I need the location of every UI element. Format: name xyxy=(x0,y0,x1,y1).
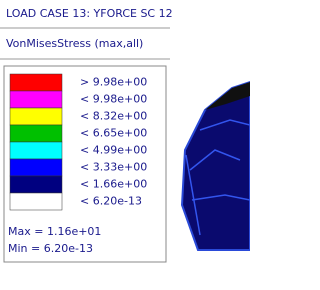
legend-label: < 9.98e+00 xyxy=(80,93,147,106)
legend-label: < 8.32e+00 xyxy=(80,110,147,123)
legend-swatch xyxy=(10,176,62,193)
subtitle: VonMisesStress (max,all) xyxy=(6,37,143,50)
min-label: Min = 6.20e-13 xyxy=(8,242,93,255)
legend-label: > 9.98e+00 xyxy=(80,76,147,89)
legend-label: < 4.99e+00 xyxy=(80,144,147,157)
legend-label: < 3.33e+00 xyxy=(80,161,147,174)
legend-label: < 6.20e-13 xyxy=(80,195,142,208)
legend-swatch xyxy=(10,159,62,176)
legend-swatch xyxy=(10,125,62,142)
viewport: LOAD CASE 13: YFORCE SC 12 VonMisesStres… xyxy=(0,0,250,290)
legend-swatch xyxy=(10,91,62,108)
legend-swatch xyxy=(10,142,62,159)
legend-label: < 1.66e+00 xyxy=(80,178,147,191)
legend-swatch xyxy=(10,108,62,125)
legend-swatch xyxy=(10,74,62,91)
legend-label: < 6.65e+00 xyxy=(80,127,147,140)
legend-swatch xyxy=(10,193,62,210)
max-label: Max = 1.16e+01 xyxy=(8,225,101,238)
title: LOAD CASE 13: YFORCE SC 12 xyxy=(6,7,173,20)
